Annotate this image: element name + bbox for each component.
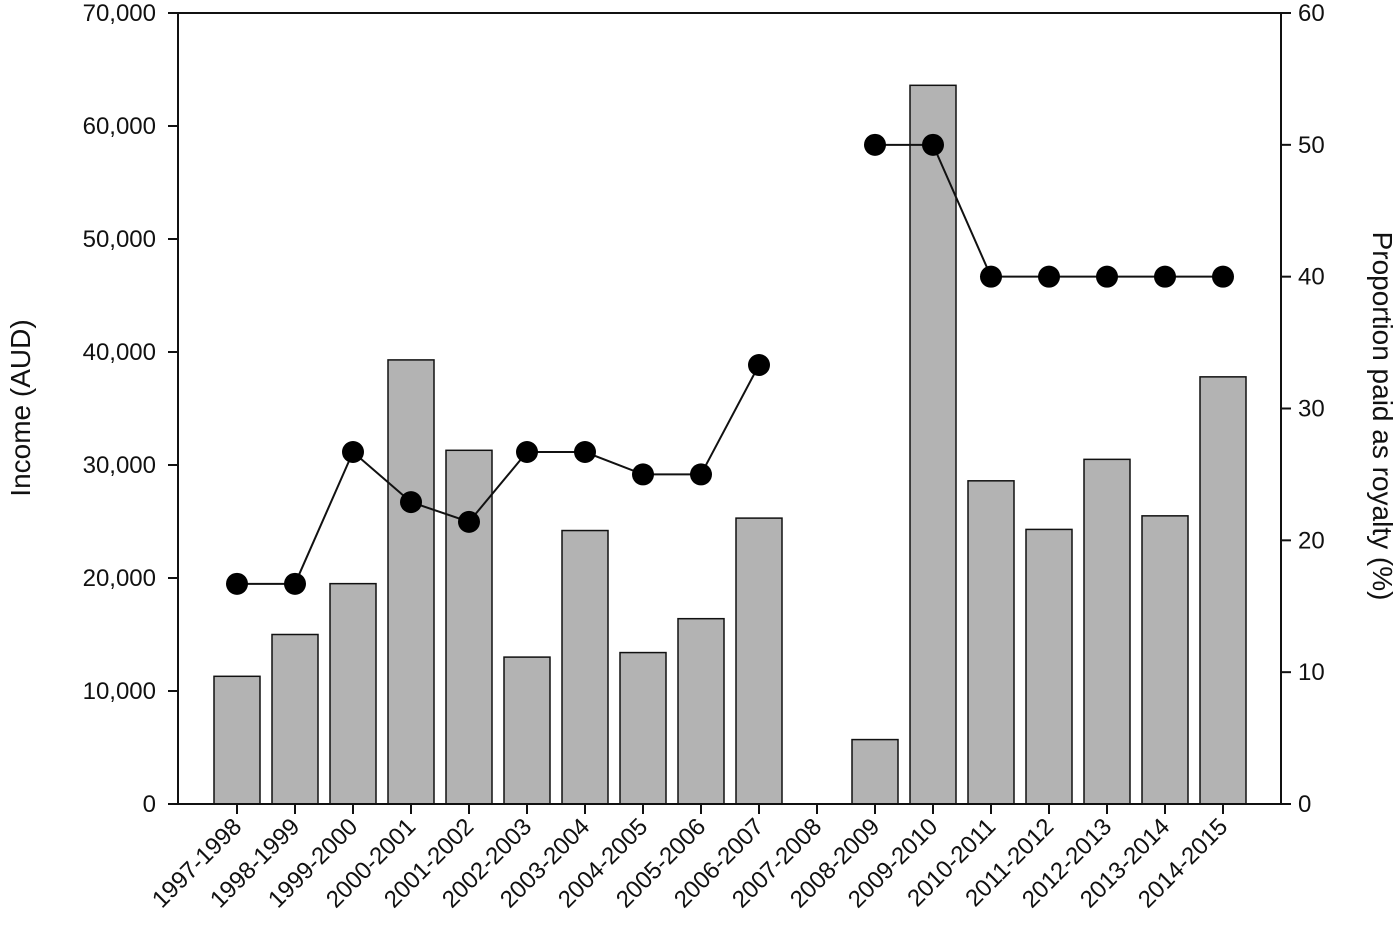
royalty-point [690,463,712,486]
income-bar [387,359,435,805]
royalty-line [237,364,760,585]
right-y-axis: 0 10 20 30 40 50 60 [1281,0,1325,818]
right-y-tick-label: 30 [1298,396,1325,423]
royalty-point [284,572,306,595]
right-y-tick-label: 50 [1298,132,1325,159]
income-bar [561,529,609,805]
royalty-point [748,353,770,376]
left-y-tick-label: 20,000 [83,565,156,592]
income-bar [619,651,667,805]
left-y-tick-label: 10,000 [83,678,156,705]
income-bar [329,582,377,805]
left-y-tick-label: 70,000 [83,0,156,27]
x-axis: 1997-19981998-19991999-20002000-20012001… [147,804,1233,913]
royalty-line-layer [226,133,1234,595]
royalty-point [516,441,538,464]
right-y-tick-label: 40 [1298,264,1325,291]
income-bar [1199,376,1247,805]
royalty-point [458,510,480,533]
royalty-point [226,572,248,595]
royalty-point [864,133,886,156]
income-bar [1025,528,1073,805]
income-bar [503,656,551,805]
income-bar [1083,458,1131,805]
bars-layer [213,84,1247,805]
left-y-tick-label: 50,000 [83,226,156,253]
left-y-axis: 0 10,000 20,000 30,000 40,000 50,000 60,000 70,… [83,0,178,818]
income-bar [851,738,899,805]
right-y-tick-label: 0 [1298,791,1311,818]
left-y-tick-label: 30,000 [83,452,156,479]
royalty-point [1154,265,1176,288]
left-y-axis-title: Income (AUD) [5,319,36,496]
right-y-tick-label: 10 [1298,659,1325,686]
income-bar [1141,515,1189,805]
royalty-point [980,265,1002,288]
right-y-tick-label: 60 [1298,0,1325,27]
left-y-tick-label: 40,000 [83,339,156,366]
right-y-axis-title: Proportion paid as royalty (%) [1367,232,1398,601]
royalty-point [922,133,944,156]
royalty-point [632,463,654,486]
royalty-point [1038,265,1060,288]
income-bar [271,633,319,805]
royalty-point [1096,265,1118,288]
income-bar [445,449,493,805]
royalty-point [400,491,422,514]
income-bar [909,84,957,805]
income-bar [213,675,261,805]
income-bar [735,517,783,805]
royalty-point [574,441,596,464]
left-y-tick-label: 60,000 [83,113,156,140]
royalty-point [1212,265,1234,288]
income-bar [677,617,725,805]
left-y-tick-label: 0 [143,791,156,818]
royalty-point [342,441,364,464]
right-y-tick-label: 20 [1298,527,1325,554]
income-bar [967,480,1015,805]
